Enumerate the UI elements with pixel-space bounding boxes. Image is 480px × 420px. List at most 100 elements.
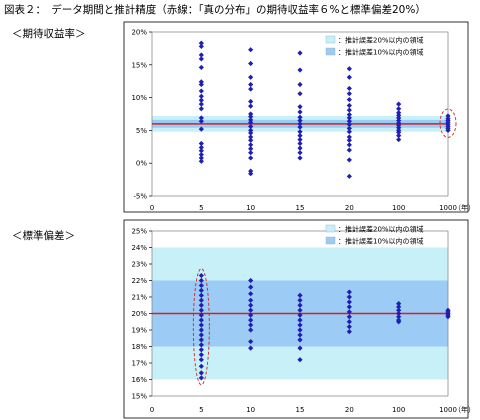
data-point	[248, 117, 254, 123]
data-point	[198, 64, 204, 71]
data-point	[198, 93, 204, 99]
data-point	[198, 322, 204, 328]
data-point	[346, 134, 352, 140]
data-point	[346, 299, 352, 305]
data-point	[198, 152, 204, 158]
data-point	[198, 101, 204, 107]
data-point	[198, 292, 204, 298]
y-tick-label: 20%	[131, 310, 147, 318]
section-label-return: ＜期待収益率＞	[12, 28, 86, 40]
x-tick-label: 1000	[439, 204, 457, 212]
data-point	[198, 370, 204, 376]
data-point	[198, 43, 204, 50]
data-point	[198, 115, 204, 121]
data-point	[248, 171, 254, 177]
data-point	[346, 125, 352, 132]
data-point	[396, 112, 402, 118]
data-point	[198, 342, 204, 348]
x-unit-label: （年）	[454, 203, 475, 212]
data-point	[198, 140, 204, 147]
data-point	[248, 307, 254, 313]
data-point	[248, 317, 254, 323]
y-tick-label: 19%	[131, 327, 147, 335]
data-point	[248, 297, 254, 303]
x-tick-label: 100	[392, 204, 405, 212]
data-point	[396, 106, 402, 112]
data-point	[248, 150, 254, 156]
data-point	[297, 357, 303, 363]
data-point	[198, 97, 204, 103]
chart-expected-return: -5% 0% 5% 10% 15% 20% 0 5 10 15 20 100 1000（年） ：推計誤差2…	[131, 29, 475, 213]
data-point	[297, 292, 303, 298]
data-point	[297, 302, 303, 308]
data-point	[198, 155, 204, 161]
data-point	[198, 126, 204, 132]
legend-swatch-20pct	[325, 35, 336, 44]
data-point	[396, 122, 402, 128]
data-point	[248, 302, 254, 308]
x-tick-label: 0	[150, 204, 154, 212]
x-tick-label: 100	[392, 406, 405, 414]
data-point	[297, 67, 303, 73]
data-point	[198, 158, 204, 164]
data-point	[396, 301, 402, 307]
data-point	[346, 102, 352, 109]
highlight-ellipse	[192, 268, 210, 386]
data-point	[346, 157, 352, 163]
data-point	[198, 317, 204, 323]
y-tick-label: 16%	[131, 376, 147, 384]
data-point	[297, 124, 303, 130]
data-point	[396, 319, 402, 325]
data-point	[396, 101, 402, 107]
data-point	[248, 60, 254, 67]
x-tick-label: 20	[345, 406, 354, 414]
data-point	[297, 150, 303, 156]
y-tick-label: 17%	[131, 360, 147, 368]
data-point	[198, 52, 204, 58]
y-tick-label: 10%	[131, 94, 147, 102]
data-point	[198, 363, 204, 369]
data-point	[396, 115, 402, 121]
data-point	[346, 324, 352, 330]
data-point	[396, 310, 402, 317]
data-point	[198, 148, 204, 154]
data-point	[396, 314, 402, 320]
data-point	[198, 375, 204, 381]
data-point	[248, 284, 254, 290]
data-point	[346, 137, 352, 143]
data-point	[297, 129, 303, 135]
data-point	[198, 56, 204, 62]
data-point	[248, 111, 254, 117]
data-point	[198, 287, 204, 293]
data-point	[445, 127, 451, 133]
data-point	[346, 314, 352, 320]
x-tick-label: 10	[246, 204, 255, 212]
data-point	[297, 104, 303, 110]
data-point	[297, 312, 303, 318]
legend-label-10pct: ：推計誤差10%以内の領域	[338, 237, 424, 246]
data-point	[297, 133, 303, 139]
x-tick-label: 15	[296, 406, 305, 414]
data-point	[297, 91, 303, 97]
data-point	[297, 81, 303, 88]
data-point	[396, 133, 402, 139]
data-point	[445, 113, 451, 119]
y-tick-label: 18%	[131, 343, 147, 351]
data-point	[396, 110, 402, 116]
data-point	[198, 347, 204, 353]
data-point	[248, 312, 254, 318]
data-point	[346, 66, 352, 72]
y-tick-label: 15%	[131, 61, 147, 69]
data-point	[248, 322, 254, 328]
data-point	[198, 81, 204, 88]
data-point	[198, 297, 204, 303]
data-point	[248, 137, 254, 143]
data-point	[297, 145, 303, 151]
legend-swatch-10pct	[325, 47, 336, 56]
data-point	[396, 125, 402, 131]
data-point	[297, 307, 303, 313]
x-tick-label: 5	[199, 406, 203, 414]
data-point	[346, 112, 352, 118]
data-point	[198, 312, 204, 318]
